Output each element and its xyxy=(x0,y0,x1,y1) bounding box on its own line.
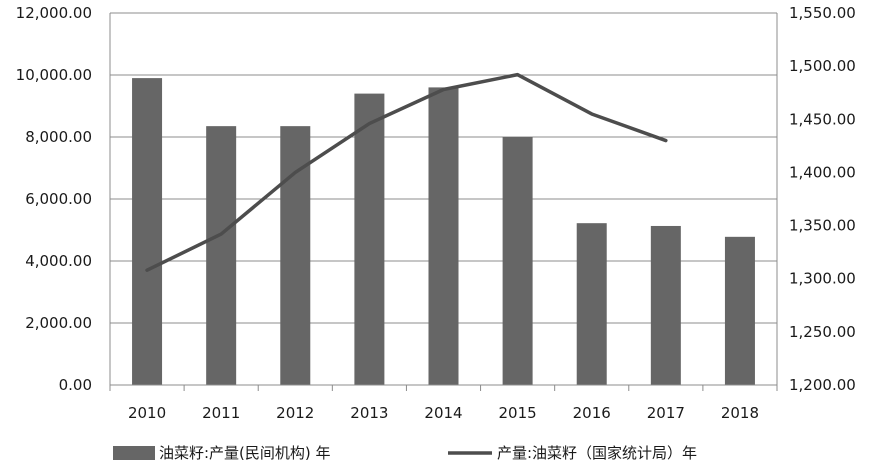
bar-2014 xyxy=(428,87,459,386)
x-tick-label: 2016 xyxy=(573,404,611,422)
line-point-2010 xyxy=(146,269,148,271)
x-tick-label: 2018 xyxy=(721,404,759,422)
line-point-2017 xyxy=(665,140,667,142)
right-tick-label: 1,350.00 xyxy=(789,217,856,235)
x-tick-label: 2017 xyxy=(647,404,685,422)
right-axis-ticks: 1,200.00 1,250.00 1,300.00 1,350.00 1,400.00… xyxy=(789,4,856,394)
line-path xyxy=(145,72,668,272)
x-tick-label: 2011 xyxy=(202,404,240,422)
right-tick-label: 1,550.00 xyxy=(789,4,856,22)
legend-line-label: 产量:油菜籽（国家统计局）年 xyxy=(497,444,697,462)
line-point-2011 xyxy=(220,233,222,235)
bar-2016 xyxy=(576,223,607,385)
left-tick-label: 6,000.00 xyxy=(25,190,92,208)
line-point-2013 xyxy=(368,123,370,125)
legend: 油菜籽:产量(民间机构) 年 产量:油菜籽（国家统计局）年 xyxy=(113,444,697,462)
bar-2017 xyxy=(650,225,681,385)
bar-2013 xyxy=(354,93,385,385)
bar-series xyxy=(132,78,755,386)
left-tick-label: 4,000.00 xyxy=(25,252,92,270)
line-series xyxy=(145,72,668,272)
line-point-2012 xyxy=(294,171,296,173)
x-tick-label: 2013 xyxy=(350,404,388,422)
x-tick-label: 2014 xyxy=(424,404,462,422)
axes xyxy=(109,13,778,391)
right-tick-label: 1,450.00 xyxy=(789,110,856,128)
bar-2015 xyxy=(502,137,533,385)
x-tick-label: 2010 xyxy=(128,404,166,422)
right-tick-label: 1,250.00 xyxy=(789,323,856,341)
left-tick-label: 12,000.00 xyxy=(16,4,92,22)
bar-2010 xyxy=(132,78,163,385)
bar-2012 xyxy=(280,126,311,386)
left-tick-label: 2,000.00 xyxy=(25,314,92,332)
legend-bar-swatch xyxy=(113,446,155,460)
right-tick-label: 1,500.00 xyxy=(789,57,856,75)
legend-bar-label: 油菜籽:产量(民间机构) 年 xyxy=(159,444,331,462)
x-axis-ticks: 2010 2011 2012 2013 2014 2015 2016 2017 2018 xyxy=(128,404,759,422)
left-axis-ticks: 0.00 2,000.00 4,000.00 6,000.00 8,000.00 10,0… xyxy=(16,4,92,394)
bar-2018 xyxy=(724,236,755,385)
left-tick-label: 10,000.00 xyxy=(16,66,92,84)
right-tick-label: 1,400.00 xyxy=(789,163,856,181)
line-point-2014 xyxy=(443,89,444,91)
left-tick-label: 8,000.00 xyxy=(25,128,92,146)
line-point-2015 xyxy=(517,74,519,76)
x-tick-label: 2012 xyxy=(276,404,314,422)
left-tick-label: 0.00 xyxy=(59,376,92,394)
line-point-2016 xyxy=(591,113,593,115)
right-tick-label: 1,200.00 xyxy=(789,376,856,394)
right-tick-label: 1,300.00 xyxy=(789,270,856,288)
x-tick-label: 2015 xyxy=(499,404,537,422)
bar-2011 xyxy=(206,126,237,386)
